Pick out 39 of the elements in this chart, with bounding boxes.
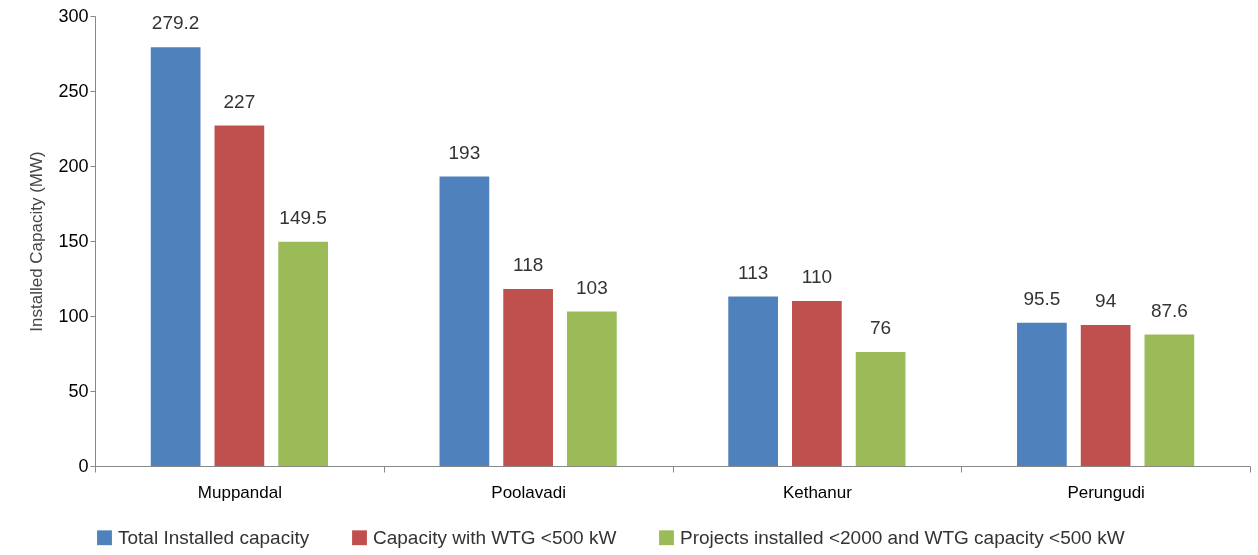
bar — [567, 311, 617, 466]
data-label: 76 — [870, 317, 892, 338]
data-label: 87.6 — [1150, 299, 1188, 321]
y-tick-label: 200 — [58, 155, 89, 176]
y-tick-label: 150 — [58, 230, 89, 251]
y-tick-label: 300 — [58, 5, 89, 26]
legend-label: Capacity with WTG <500 kW — [373, 526, 617, 548]
bar — [214, 125, 265, 466]
bar — [792, 301, 842, 466]
x-tick-label: Kethanur — [782, 482, 853, 502]
data-label: 103 — [576, 276, 608, 298]
y-tick-label: 50 — [68, 380, 89, 401]
data-label: 95.5 — [1023, 287, 1061, 309]
x-tick-label: Poolavadi — [491, 482, 566, 502]
legend-label: Projects installed <2000 and WTG capacity <500 kW — [680, 526, 1125, 548]
x-tick-label: Perungudi — [1067, 482, 1145, 502]
bar — [1080, 325, 1131, 466]
y-axis-title: Installed Capacity (MW) — [27, 151, 47, 332]
data-label: 149.5 — [279, 206, 327, 228]
bar — [278, 241, 328, 466]
bar — [150, 47, 201, 466]
data-label: 110 — [801, 266, 833, 287]
bar — [1144, 334, 1195, 466]
y-tick-label: 0 — [78, 455, 89, 476]
bar — [1017, 322, 1067, 466]
bar — [728, 296, 778, 466]
data-label: 118 — [512, 254, 544, 275]
bar — [503, 289, 553, 466]
bar — [855, 352, 906, 466]
data-label: 227 — [223, 90, 256, 112]
data-label: 279.2 — [151, 12, 200, 34]
legend-label: Total Installed capacity — [118, 526, 310, 548]
data-label: 113 — [737, 261, 769, 283]
data-label: 193 — [448, 141, 481, 163]
y-tick-label: 250 — [58, 80, 89, 101]
x-tick-label: Muppandal — [197, 482, 282, 502]
data-label: 94 — [1095, 290, 1117, 311]
y-tick-label: 100 — [58, 305, 89, 326]
bar — [439, 176, 490, 466]
